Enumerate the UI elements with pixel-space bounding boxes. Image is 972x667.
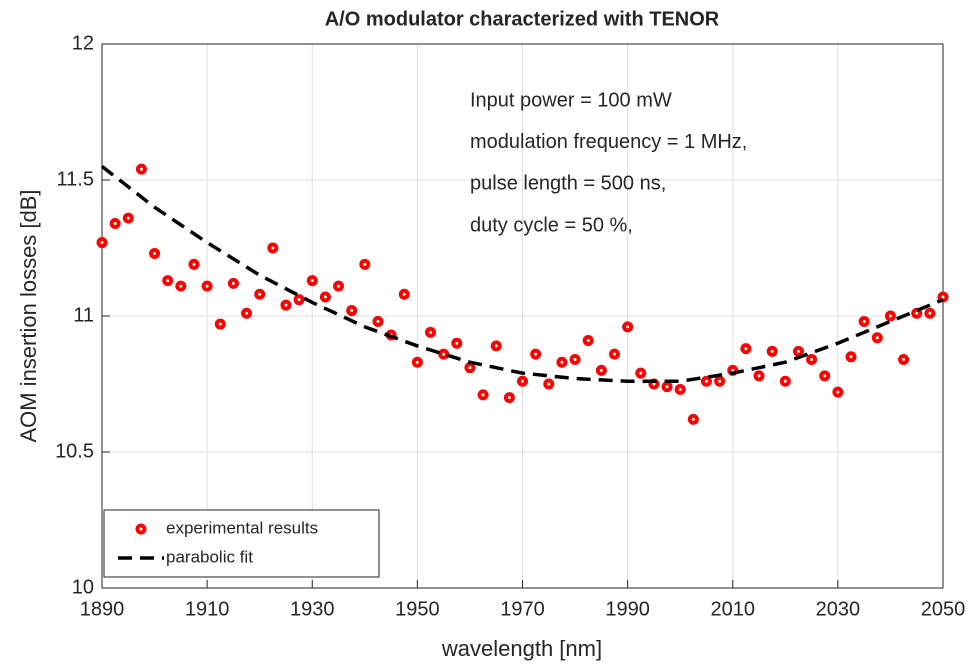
data-point — [464, 362, 476, 374]
data-point — [333, 280, 345, 292]
plot-frame — [101, 43, 944, 589]
y-axis-label: AOM insertion losses [dB] — [16, 189, 41, 442]
data-point — [319, 291, 331, 303]
legend-box — [103, 509, 380, 578]
data-point — [451, 337, 463, 349]
data-point — [569, 354, 581, 366]
y-tick-label: 11.5 — [57, 168, 94, 190]
data-point — [687, 413, 699, 425]
data-point — [162, 275, 174, 287]
legend-marker — [135, 523, 147, 535]
data-point — [96, 237, 108, 249]
data-point — [595, 364, 607, 376]
y-tick-label: 10.5 — [55, 440, 94, 462]
fit-line — [100, 165, 944, 384]
data-point — [898, 354, 910, 366]
x-tick-label: 1930 — [290, 598, 335, 620]
data-point — [582, 334, 594, 346]
x-tick-label: 2030 — [816, 598, 861, 620]
data-point — [267, 242, 279, 254]
data-point — [871, 332, 883, 344]
legend-label: parabolic fit — [166, 547, 253, 566]
data-point — [530, 348, 542, 360]
data-point — [503, 392, 515, 404]
data-point — [280, 299, 292, 311]
data-point — [700, 375, 712, 387]
data-point — [135, 163, 147, 175]
legend-label: experimental results — [166, 518, 318, 537]
data-point — [832, 386, 844, 398]
data-point — [635, 367, 647, 379]
data-point — [306, 275, 318, 287]
x-tick-label: 1990 — [605, 598, 650, 620]
data-point — [201, 280, 213, 292]
data-point — [490, 340, 502, 352]
data-point — [543, 378, 555, 390]
x-tick-label: 1890 — [80, 598, 125, 620]
data-point — [924, 307, 936, 319]
annotation: pulse length = 500 ns, — [470, 173, 666, 195]
data-point — [398, 288, 410, 300]
data-point — [622, 321, 634, 333]
data-point — [674, 383, 686, 395]
annotation: Input power = 100 mW — [470, 89, 672, 111]
data-point — [122, 212, 134, 224]
data-point — [477, 389, 489, 401]
data-point — [661, 381, 673, 393]
x-tick-label: 1910 — [185, 598, 230, 620]
data-point — [806, 354, 818, 366]
data-point — [359, 258, 371, 270]
chart-title: A/O modulator characterized with TENOR — [325, 8, 720, 30]
data-point — [346, 305, 358, 317]
x-tick-label: 2050 — [921, 598, 966, 620]
data-point — [608, 348, 620, 360]
data-point — [753, 370, 765, 382]
data-point — [372, 315, 384, 327]
data-point — [425, 326, 437, 338]
x-axis-label: wavelength [nm] — [441, 636, 602, 661]
data-point — [411, 356, 423, 368]
data-point — [188, 258, 200, 270]
data-point — [740, 343, 752, 355]
data-point — [438, 348, 450, 360]
y-tick-label: 10 — [72, 576, 94, 598]
data-point — [254, 288, 266, 300]
data-point — [109, 218, 121, 230]
y-tick-label: 11 — [73, 304, 94, 326]
data-point — [175, 280, 187, 292]
x-tick-label: 1950 — [395, 598, 440, 620]
data-point — [858, 315, 870, 327]
data-point — [241, 307, 253, 319]
data-point — [149, 247, 161, 259]
data-point — [884, 310, 896, 322]
data-point — [819, 370, 831, 382]
data-point — [556, 356, 568, 368]
data-point — [845, 351, 857, 363]
annotation: modulation frequency = 1 MHz, — [470, 131, 747, 153]
data-point — [779, 375, 791, 387]
annotation: duty cycle = 50 %, — [470, 214, 633, 236]
data-point — [517, 375, 528, 387]
x-tick-label: 1970 — [500, 598, 545, 620]
data-point — [293, 294, 305, 306]
data-point — [792, 345, 804, 357]
data-point — [766, 345, 778, 357]
y-tick-label: 12 — [72, 32, 94, 54]
data-point — [214, 318, 226, 330]
data-point — [227, 277, 239, 289]
x-tick-label: 2010 — [711, 598, 756, 620]
data-point — [714, 375, 726, 387]
